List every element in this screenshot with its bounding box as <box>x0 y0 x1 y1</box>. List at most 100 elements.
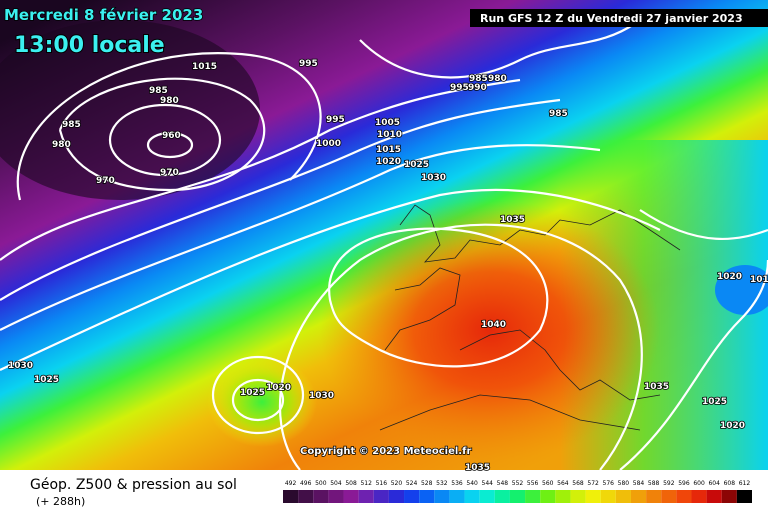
isobar-label: 1020 <box>720 421 745 431</box>
isobar-label: 1000 <box>316 139 341 149</box>
coastlines <box>379 204 681 431</box>
scale-label: 564 <box>557 480 569 487</box>
scale-label: 552 <box>512 480 524 487</box>
scale-label: 528 <box>421 480 433 487</box>
scale-label: 604 <box>708 480 720 487</box>
scale-label: 588 <box>648 480 660 487</box>
scale-label: 496 <box>300 480 312 487</box>
scale-label: 568 <box>572 480 584 487</box>
scale-swatch <box>555 490 571 503</box>
scale-label: 520 <box>391 480 403 487</box>
isobar-label: 1035 <box>465 463 490 473</box>
scale-label: 612 <box>739 480 751 487</box>
isobar-label: 995 <box>326 115 345 125</box>
scale-swatch <box>691 490 707 503</box>
isobar-label: 1015 <box>750 275 768 285</box>
isobar-label: 1030 <box>421 173 446 183</box>
scale-label: 560 <box>542 480 554 487</box>
scale-label: 584 <box>633 480 645 487</box>
scale-label: 492 <box>285 480 297 487</box>
isobar-label: 1020 <box>266 383 291 393</box>
color-scale: 492 496 500 504 508 512 516 520 524 528 532 536 540 5… <box>283 480 752 503</box>
footer-lead: (+ 288h) <box>36 495 85 508</box>
isobar-label: 980 <box>488 74 507 84</box>
scale-swatch <box>388 490 405 503</box>
scale-label: 600 <box>693 480 705 487</box>
scale-label: 540 <box>466 480 478 487</box>
scale-swatch <box>630 490 647 503</box>
isobars <box>0 19 768 471</box>
scale-swatch <box>585 490 601 503</box>
scale-label: 516 <box>376 480 388 487</box>
isobar-label: 1030 <box>8 361 33 371</box>
scale-swatch <box>676 490 692 503</box>
isobar-label: 1025 <box>702 397 727 407</box>
scale-swatch <box>343 490 359 503</box>
isobar-label: 1020 <box>717 272 742 282</box>
forecast-date: Mercredi 8 février 2023 <box>4 6 203 24</box>
scale-label: 608 <box>724 480 736 487</box>
copyright: Copyright © 2023 Meteociel.fr <box>300 446 471 457</box>
isobar-label: 1030 <box>309 391 334 401</box>
isobar-label: 1015 <box>192 62 217 72</box>
isobar-label: 1015 <box>376 145 401 155</box>
isobar-label: 960 <box>162 131 181 141</box>
isobar-label: 985 <box>549 109 568 119</box>
scale-swatch <box>373 490 389 503</box>
run-info: Run GFS 12 Z du Vendredi 27 janvier 2023 <box>480 12 743 25</box>
isobar-label: 985 <box>469 74 488 84</box>
footer-title: Géop. Z500 & pression au sol <box>30 477 237 493</box>
scale-label: 572 <box>587 480 599 487</box>
isobar-label: 980 <box>160 96 179 106</box>
isobar-label: 1010 <box>377 130 402 140</box>
scale-label: 548 <box>497 480 509 487</box>
scale-label: 596 <box>678 480 690 487</box>
scale-label: 544 <box>482 480 494 487</box>
scale-swatch <box>434 490 450 503</box>
isobar-label: 985 <box>149 86 168 96</box>
scale-swatch <box>736 490 752 503</box>
isobar-label: 1025 <box>34 375 59 385</box>
scale-swatch <box>449 490 465 503</box>
isobar-label: 995 <box>299 59 318 69</box>
scale-label: 592 <box>663 480 675 487</box>
isobar-label: 1035 <box>500 215 525 225</box>
scale-swatch <box>313 490 329 503</box>
isobar-label: 1025 <box>240 388 265 398</box>
scale-swatch <box>661 490 677 503</box>
isobar-label: 985 <box>62 120 81 130</box>
scale-swatch <box>646 490 662 503</box>
scale-swatch <box>328 490 344 503</box>
scale-label: 576 <box>603 480 615 487</box>
scale-swatch <box>419 490 435 503</box>
scale-swatch <box>479 490 495 503</box>
scale-swatch <box>706 490 722 503</box>
isobar-label: 980 <box>52 140 71 150</box>
scale-label: 580 <box>618 480 630 487</box>
scale-swatch <box>358 490 374 503</box>
scale-swatch <box>600 490 616 503</box>
scale-label: 508 <box>345 480 357 487</box>
run-box <box>470 9 768 27</box>
isobar-label: 1040 <box>481 320 506 330</box>
isobar-label: 970 <box>96 176 115 186</box>
scale-swatch <box>721 490 737 503</box>
scale-swatch <box>570 490 586 503</box>
isobar-label: 1025 <box>404 160 429 170</box>
forecast-time: 13:00 locale <box>14 33 165 58</box>
scale-swatch <box>464 490 480 503</box>
scale-label: 536 <box>451 480 463 487</box>
isobar-label: 995 <box>450 83 469 93</box>
scale-swatch <box>540 490 556 503</box>
isobar-label: 970 <box>160 168 179 178</box>
isobar-label: 1020 <box>376 157 401 167</box>
scale-swatch <box>509 490 526 503</box>
scale-label: 512 <box>360 480 372 487</box>
isobar-label: 1005 <box>375 118 400 128</box>
scale-swatch <box>404 490 420 503</box>
isobar-label: 990 <box>468 83 487 93</box>
scale-label: 524 <box>406 480 418 487</box>
scale-swatch <box>615 490 631 503</box>
